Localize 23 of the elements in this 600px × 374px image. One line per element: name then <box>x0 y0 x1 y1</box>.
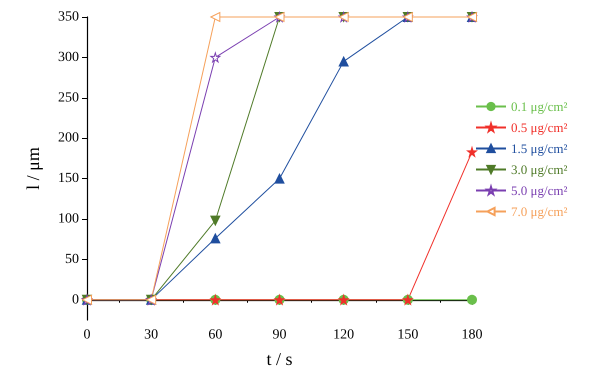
legend-label: 5.0 μg/cm² <box>511 183 568 198</box>
y-tick-label: 50 <box>65 252 79 267</box>
y-tick-label: 250 <box>58 90 79 106</box>
x-tick-label: 90 <box>272 328 286 342</box>
y-axis-title: l / μm <box>23 147 43 190</box>
legend-label: 1.5 μg/cm² <box>511 141 568 156</box>
legend-label: 0.1 μg/cm² <box>511 99 568 114</box>
x-tick-label: 120 <box>333 328 354 342</box>
y-tick-label: 350 <box>58 10 79 24</box>
legend-label: 0.5 μg/cm² <box>511 120 568 135</box>
y-tick-label: 0 <box>72 292 79 308</box>
x-tick-label: 180 <box>462 328 482 342</box>
legend-label: 7.0 μg/cm² <box>511 204 568 219</box>
x-tick-label: 30 <box>144 328 158 342</box>
y-tick-label: 100 <box>58 212 79 226</box>
y-tick-label: 150 <box>58 171 79 186</box>
y-tick-label: 200 <box>58 130 79 146</box>
x-tick-label: 150 <box>397 328 418 342</box>
legend-label: 3.0 μg/cm² <box>511 162 568 177</box>
x-axis-title: t / s <box>266 349 293 369</box>
y-tick-label: 300 <box>58 50 79 65</box>
x-tick-label: 60 <box>208 328 222 342</box>
x-tick-label: 0 <box>84 328 90 342</box>
